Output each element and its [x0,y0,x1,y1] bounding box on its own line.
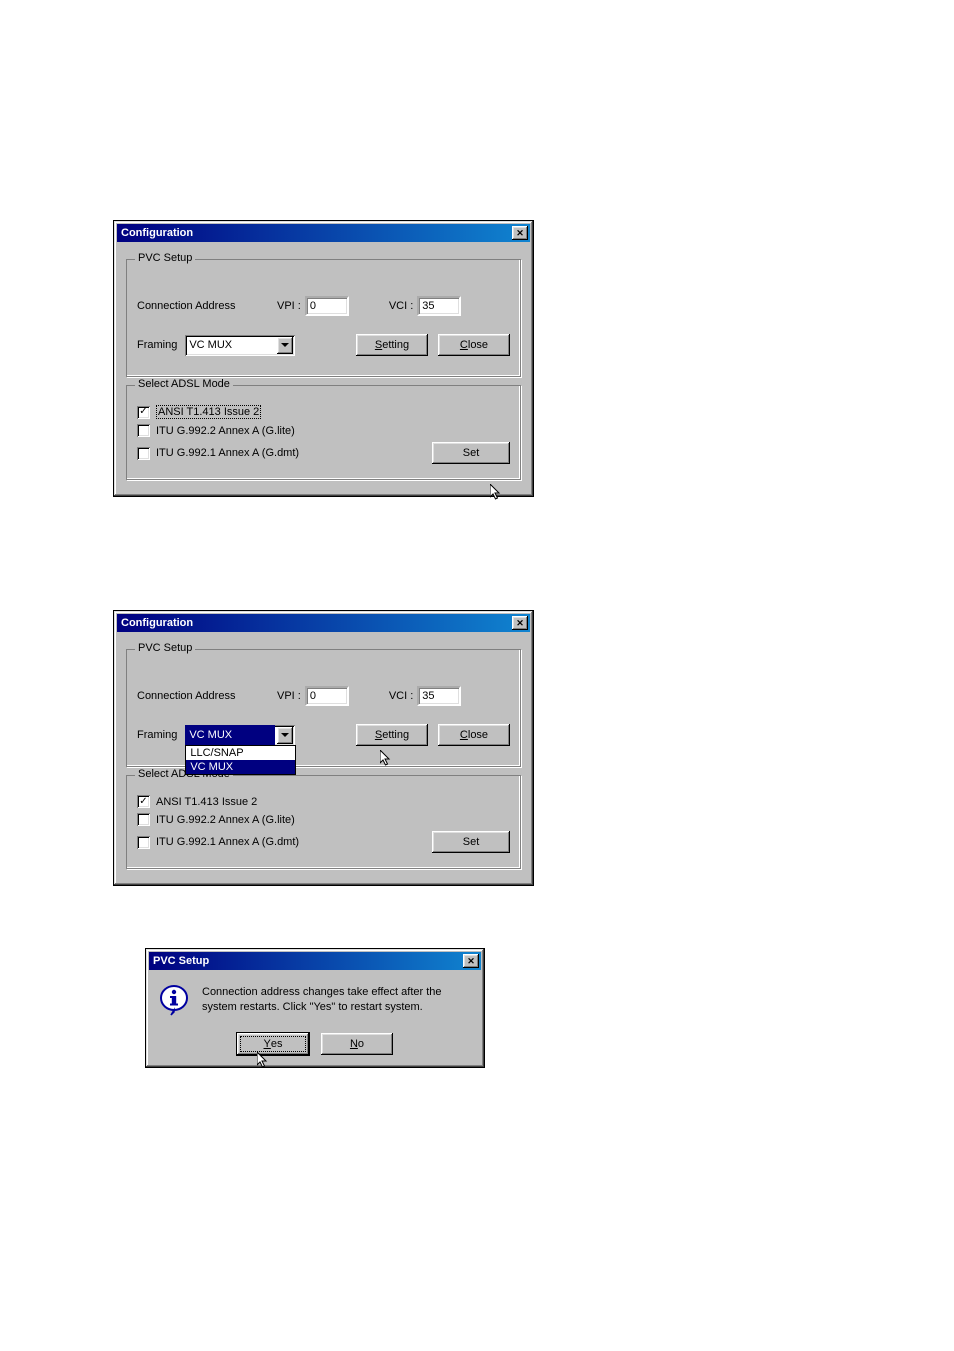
adsl-option-gdmt[interactable]: ITU G.992.1 Annex A (G.dmt) Set [137,831,510,853]
title-text: Configuration [121,617,193,629]
adsl-opt1-label: ANSI T1.413 Issue 2 [156,405,261,419]
chevron-down-icon[interactable] [277,727,293,744]
adsl-mode-group: Select ADSL Mode ✓ ANSI T1.413 Issue 2 I… [126,385,521,480]
framing-value: VC MUX [185,725,275,746]
pvc-setup-group: PVC Setup Connection Address VPI : VCI :… [126,259,521,377]
vpi-input[interactable] [305,686,349,706]
vpi-label: VPI : [277,690,301,702]
chevron-down-icon[interactable] [277,337,293,354]
close-button[interactable]: Close [438,334,510,356]
vci-input[interactable] [417,296,461,316]
adsl-option-glite[interactable]: ITU G.992.2 Annex A (G.lite) [137,813,510,826]
adsl-option-gdmt[interactable]: ITU G.992.1 Annex A (G.dmt) Set [137,442,510,464]
dialog-body: PVC Setup Connection Address VPI : VCI :… [114,245,533,496]
checkbox-icon[interactable]: ✓ [137,406,150,419]
framing-label: Framing [137,729,177,741]
message-text: Connection address changes take effect a… [202,985,442,1015]
titlebar[interactable]: Configuration ✕ [117,224,530,242]
pvc-setup-group: PVC Setup Connection Address VPI : VCI :… [126,649,521,767]
adsl-opt2-label: ITU G.992.2 Annex A (G.lite) [156,425,295,437]
adsl-option-ansi[interactable]: ✓ ANSI T1.413 Issue 2 [137,405,510,419]
vci-label: VCI : [389,690,413,702]
connection-address-label: Connection Address [137,300,277,312]
dialog-body: PVC Setup Connection Address VPI : VCI :… [114,635,533,885]
close-button[interactable]: Close [438,724,510,746]
checkbox-icon[interactable] [137,813,150,826]
titlebar[interactable]: Configuration ✕ [117,614,530,632]
adsl-opt3-label: ITU G.992.1 Annex A (G.dmt) [156,836,299,848]
checkbox-icon[interactable] [137,424,150,437]
pvc-setup-messagebox: PVC Setup ✕ Connection address changes t… [145,948,485,1068]
checkbox-icon[interactable]: ✓ [137,795,150,808]
vpi-label: VPI : [277,300,301,312]
title-text: Configuration [121,227,193,239]
framing-option-vcmux[interactable]: VC MUX [186,760,295,774]
close-icon[interactable]: ✕ [463,954,479,968]
pvc-setup-legend: PVC Setup [135,642,195,654]
titlebar[interactable]: PVC Setup ✕ [149,952,481,970]
dialog-body: Connection address changes take effect a… [146,973,484,1067]
yes-button[interactable]: Yes [237,1033,309,1055]
title-text: PVC Setup [153,955,209,967]
checkbox-icon[interactable] [137,836,150,849]
adsl-mode-group: Select ADSL Mode ✓ ANSI T1.413 Issue 2 I… [126,775,521,869]
configuration-dialog-1: Configuration ✕ PVC Setup Connection Add… [113,220,534,497]
adsl-option-ansi[interactable]: ✓ ANSI T1.413 Issue 2 [137,795,510,808]
checkbox-icon[interactable] [137,447,150,460]
adsl-opt3-label: ITU G.992.1 Annex A (G.dmt) [156,447,299,459]
set-button[interactable]: Set [432,831,510,853]
set-button[interactable]: Set [432,442,510,464]
no-button[interactable]: No [321,1033,393,1055]
framing-dropdown[interactable]: LLC/SNAP VC MUX [185,745,296,775]
adsl-option-glite[interactable]: ITU G.992.2 Annex A (G.lite) [137,424,510,437]
pvc-setup-legend: PVC Setup [135,252,195,264]
framing-value: VC MUX [185,335,275,356]
vci-label: VCI : [389,300,413,312]
framing-combobox[interactable]: VC MUX [185,335,295,356]
info-icon [158,985,190,1017]
configuration-dialog-2: Configuration ✕ PVC Setup Connection Add… [113,610,534,886]
adsl-opt1-label: ANSI T1.413 Issue 2 [156,796,257,808]
vpi-input[interactable] [305,296,349,316]
vci-input[interactable] [417,686,461,706]
adsl-opt2-label: ITU G.992.2 Annex A (G.lite) [156,814,295,826]
setting-button[interactable]: Setting [356,724,428,746]
connection-address-label: Connection Address [137,690,277,702]
close-icon[interactable]: ✕ [512,226,528,240]
setting-button[interactable]: Setting [356,334,428,356]
framing-option-llcsnap[interactable]: LLC/SNAP [186,746,295,760]
adsl-mode-legend: Select ADSL Mode [135,378,233,390]
framing-combobox[interactable]: VC MUX LLC/SNAP VC MUX [185,725,295,746]
close-icon[interactable]: ✕ [512,616,528,630]
framing-label: Framing [137,339,177,351]
